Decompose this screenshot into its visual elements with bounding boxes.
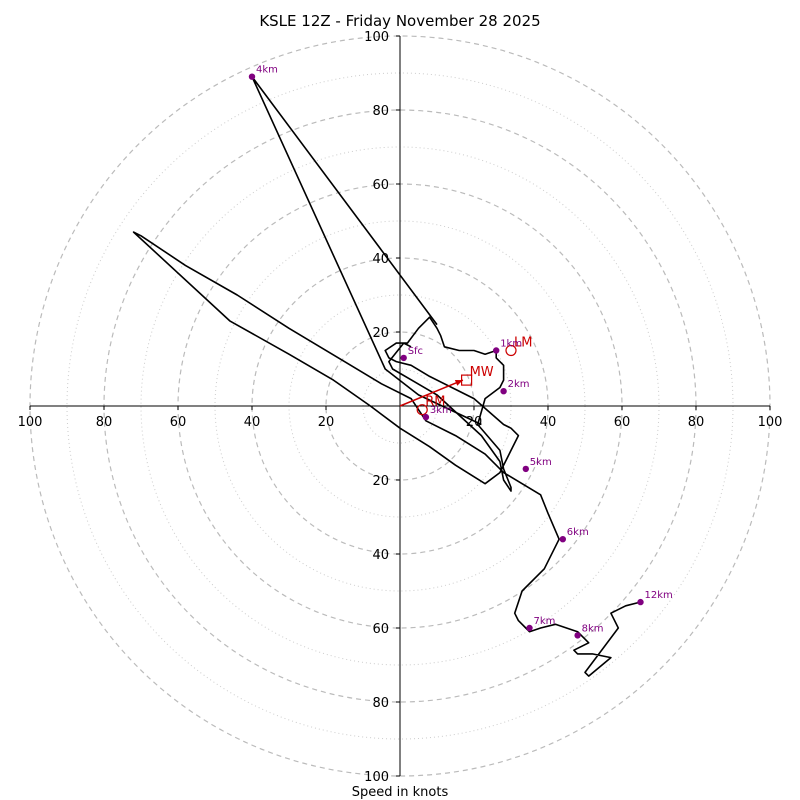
marker-lm-circle <box>505 344 517 357</box>
x-tick-label: 80 <box>688 415 705 430</box>
height-point-label-1km: 1km <box>500 339 522 350</box>
height-point-3km <box>422 413 430 421</box>
height-point-4km <box>248 73 256 80</box>
height-point-label-6km: 6km <box>567 527 589 538</box>
height-point-label-5km: 5km <box>530 457 552 468</box>
x-tick-label: 60 <box>614 415 631 430</box>
x-tick-label: 60 <box>170 415 187 430</box>
height-point-6km <box>559 536 566 543</box>
y-tick-label: 80 <box>372 696 389 711</box>
marker-rm-label: RM <box>425 395 445 410</box>
marker-mw-label: MW <box>470 365 494 380</box>
height-point-label-2km: 2km <box>508 379 530 390</box>
height-point-12km <box>637 598 644 606</box>
height-point-sfc <box>400 354 407 362</box>
height-point-1km <box>493 347 500 354</box>
height-point-label-7km: 7km <box>534 616 556 627</box>
height-point-5km <box>522 465 529 473</box>
x-tick-label: 100 <box>758 415 783 430</box>
hodograph-line <box>132 231 641 677</box>
chart-title: KSLE 12Z - Friday November 28 2025 <box>259 12 540 30</box>
storm-motion-arrowhead <box>454 380 463 386</box>
wind-trace <box>132 75 641 677</box>
height-point-label-3km: 3km <box>430 405 452 416</box>
marker-mw-square <box>461 374 473 386</box>
x-axis-label: Speed in knots <box>352 785 449 800</box>
y-tick-label: 40 <box>372 548 389 563</box>
y-tick-label: 60 <box>372 622 389 637</box>
x-tick-label: 80 <box>96 415 113 430</box>
tick-labels: 100 80 60 40 20 20 40 60 80 100100806040202040608… <box>18 30 783 785</box>
height-point-label-sfc: Sfc <box>408 346 423 357</box>
y-tick-label: 100 <box>364 30 389 45</box>
height-point-2km <box>500 388 507 395</box>
y-tick-label: 80 <box>372 104 389 119</box>
y-tick-label: 20 <box>372 326 389 341</box>
x-tick-label: 40 <box>540 415 557 430</box>
storm-markers: LM MW RM <box>416 336 532 416</box>
height-point-8km <box>574 632 581 639</box>
y-tick-label: 20 <box>372 474 389 489</box>
marker-rm-circle <box>416 404 428 416</box>
marker-lm-label: LM <box>514 336 532 351</box>
hodograph-line-upper <box>251 75 482 426</box>
y-tick-label: 100 <box>364 770 389 785</box>
height-point-7km <box>526 624 533 632</box>
height-point-label-4km: 4km <box>256 65 278 76</box>
y-tick-label: 40 <box>372 252 389 267</box>
y-tick-label: 60 <box>372 178 389 193</box>
x-tick-label: 100 <box>18 415 43 430</box>
x-tick-label: 40 <box>244 415 261 430</box>
height-points: Sfc 1km 2km 3km 4km 5km 6km 7km 8km 12km <box>248 65 673 639</box>
height-point-label-8km: 8km <box>582 623 604 634</box>
storm-motion-vector <box>399 379 464 407</box>
x-tick-label: 20 <box>318 415 335 430</box>
storm-motion-line <box>399 379 464 407</box>
height-point-label-12km: 12km <box>645 590 673 601</box>
